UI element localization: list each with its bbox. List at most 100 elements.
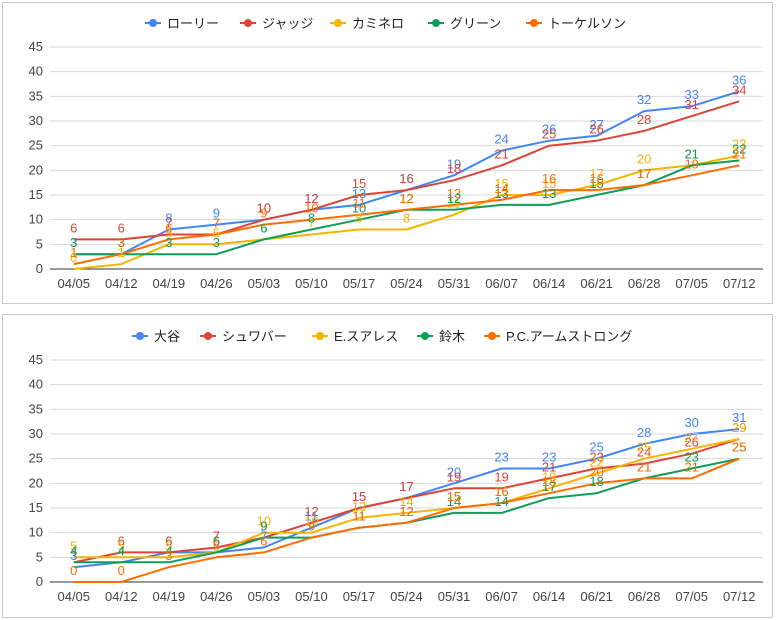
data-label: 19: [542, 469, 556, 484]
data-label: 8: [403, 211, 410, 226]
data-label: 5: [70, 538, 77, 553]
series-lines: [73, 428, 740, 583]
data-label: 27: [589, 117, 603, 132]
data-label: 5: [165, 225, 172, 240]
x-tick-label: 06/14: [533, 589, 566, 604]
x-tick-label: 04/19: [153, 276, 186, 291]
data-label: 11: [305, 509, 319, 524]
x-tick-label: 04/26: [200, 276, 233, 291]
data-label: 25: [732, 440, 746, 455]
data-label: 12: [304, 504, 318, 519]
data-label: 12: [304, 191, 318, 206]
data-label: 7: [308, 215, 315, 230]
data-label: 9: [260, 519, 267, 534]
data-label: 6: [260, 220, 267, 235]
data-label: 12: [399, 504, 413, 519]
data-label: 9: [260, 519, 267, 534]
data-label: 13: [352, 499, 366, 514]
data-label: 6: [260, 220, 267, 235]
legend-label: ジャッジ: [262, 16, 313, 31]
data-label: 1: [70, 245, 77, 260]
data-label: 0: [70, 250, 77, 265]
data-label: 7: [165, 215, 172, 230]
data-label: 23: [494, 450, 508, 465]
data-label: 21: [494, 146, 508, 161]
series-line: [73, 437, 740, 559]
y-tick-label: 5: [36, 549, 43, 564]
data-label: 18: [589, 474, 603, 489]
x-tick-label: 05/10: [295, 589, 328, 604]
data-label: 12: [447, 191, 461, 206]
data-label: 28: [637, 112, 651, 127]
x-tick-label: 06/07: [485, 276, 518, 291]
x-tick-label: 04/26: [200, 589, 233, 604]
data-label: 6: [213, 533, 220, 548]
data-label: 5: [213, 225, 220, 240]
data-label: 21: [637, 459, 651, 474]
data-label: 14: [494, 494, 508, 509]
legend-label: P.C.アームストロング: [506, 329, 632, 344]
data-label: 21: [732, 146, 746, 161]
data-label: 12: [399, 191, 413, 206]
data-label: 25: [732, 440, 746, 455]
data-label: 21: [542, 459, 556, 474]
series-line: [73, 437, 740, 564]
data-label: 10: [257, 514, 271, 529]
y-tick-label: 45: [29, 352, 43, 367]
x-tick-label: 04/05: [57, 589, 90, 604]
x-tick-label: 07/12: [723, 276, 756, 291]
data-label: 9: [260, 206, 267, 221]
x-tick-label: 05/31: [438, 276, 471, 291]
data-label: 1: [118, 245, 125, 260]
data-label: 18: [542, 474, 556, 489]
x-tick-label: 06/28: [628, 589, 661, 604]
data-label: 20: [447, 464, 461, 479]
x-tick-label: 06/14: [533, 276, 566, 291]
legend-marker: [136, 332, 144, 340]
data-label: 13: [447, 186, 461, 201]
y-tick-label: 15: [29, 187, 43, 202]
y-tick-label: 10: [29, 525, 43, 540]
legend-marker: [432, 19, 440, 27]
data-label: 16: [399, 171, 413, 186]
data-label: 16: [494, 484, 508, 499]
y-tick-label: 20: [29, 162, 43, 177]
data-label: 7: [213, 528, 220, 543]
data-label: 15: [494, 176, 508, 191]
series-lines: [73, 90, 740, 270]
y-tick-label: 35: [29, 401, 43, 416]
y-tick-label: 20: [29, 475, 43, 490]
legend-marker: [204, 332, 212, 340]
data-label: 6: [213, 533, 220, 548]
x-tick-label: 06/28: [628, 276, 661, 291]
data-label: 19: [494, 469, 508, 484]
legend-label: グリーン: [450, 16, 501, 31]
series-line: [73, 164, 740, 266]
data-label: 23: [542, 450, 556, 465]
series-line: [73, 457, 740, 583]
data-label: 4: [70, 543, 77, 558]
data-label: 14: [494, 181, 508, 196]
data-label: 12: [304, 191, 318, 206]
data-label: 26: [589, 122, 603, 137]
data-label: 17: [637, 166, 651, 181]
data-label: 30: [684, 415, 698, 430]
data-label: 0: [118, 563, 125, 578]
data-label: 20: [637, 151, 651, 166]
x-tick-label: 07/05: [675, 589, 708, 604]
data-label: 15: [589, 176, 603, 191]
data-label: 10: [352, 201, 366, 216]
legend-label: カミネロ: [352, 16, 404, 31]
data-label: 33: [684, 87, 698, 102]
x-tick-label: 05/10: [295, 276, 328, 291]
data-label: 0: [70, 563, 77, 578]
data-label: 23: [732, 137, 746, 152]
data-label: 10: [257, 201, 271, 216]
data-label: 3: [118, 235, 125, 250]
data-label: 16: [589, 171, 603, 186]
chart-panel-2: 0 5 10 15 20 25 30 35 40 45 04/05 04/12 04/19 04/26 05…: [2, 314, 773, 618]
data-label: 36: [732, 72, 746, 87]
data-label: 24: [494, 132, 508, 147]
